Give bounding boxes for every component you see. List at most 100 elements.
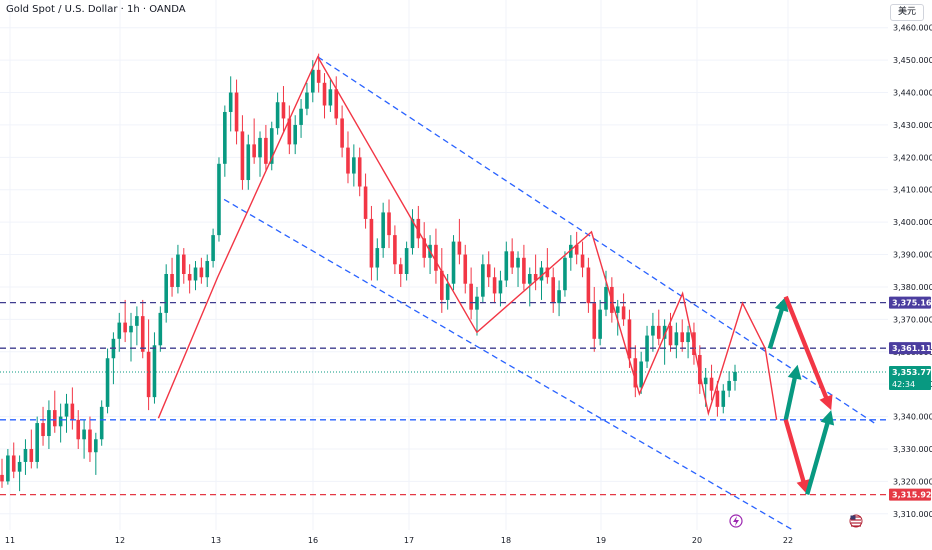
- candle-body: [82, 429, 86, 440]
- candle-body: [416, 218, 421, 239]
- candle-body: [551, 277, 556, 304]
- candle-body: [334, 89, 339, 119]
- candle-body: [451, 241, 456, 284]
- candle-body: [398, 264, 403, 274]
- candle-body: [357, 157, 362, 187]
- candle-body: [557, 290, 561, 304]
- current-price-tag: 3,353.770: [892, 368, 932, 377]
- us-flag-canton: [850, 515, 856, 520]
- y-tick-label: 3,430.000: [893, 121, 932, 130]
- candle-body: [522, 257, 526, 284]
- candle-body: [305, 92, 309, 109]
- candle-body: [498, 280, 503, 294]
- zigzag-pattern-line: [157, 55, 778, 420]
- candle-body: [105, 358, 110, 407]
- candle-body: [223, 111, 227, 164]
- candle-body: [645, 335, 649, 362]
- candle-body: [258, 137, 262, 158]
- candle-body: [492, 277, 497, 294]
- candle-body: [140, 316, 145, 352]
- candle-body: [533, 274, 538, 281]
- y-tick-label: 3,330.000: [893, 445, 932, 454]
- candle-body: [393, 235, 397, 265]
- candle-body: [633, 358, 638, 388]
- candle-body: [94, 439, 98, 453]
- candle-body: [422, 238, 427, 258]
- candle-body: [52, 410, 57, 427]
- candle-body: [703, 377, 708, 385]
- candle-body: [11, 455, 16, 472]
- price-tag-level-2-bg: [889, 342, 931, 355]
- candle-body: [680, 332, 685, 343]
- candle-body: [88, 429, 92, 453]
- candle-body: [346, 147, 350, 174]
- candle-body: [99, 406, 104, 440]
- candle-body: [709, 377, 714, 391]
- candle-body: [170, 274, 174, 287]
- candle-body: [457, 241, 462, 255]
- candle-body: [123, 322, 127, 333]
- y-tick-label: 3,450.000: [893, 56, 932, 65]
- candle-body: [316, 69, 321, 83]
- candle-body: [264, 137, 268, 164]
- candle-body: [352, 157, 356, 174]
- candle-body: [181, 254, 186, 274]
- candle-body: [246, 144, 251, 181]
- candle-body: [733, 371, 737, 381]
- price-tag-support: 3,315.927: [892, 491, 932, 500]
- candle-body: [481, 264, 485, 297]
- candle-body: [29, 448, 34, 462]
- y-tick-label: 3,310.000: [893, 510, 932, 519]
- candle-body: [621, 306, 626, 320]
- candle-body: [199, 267, 204, 278]
- candle-body: [269, 128, 274, 164]
- candle-body: [580, 254, 585, 268]
- forecast-arrow: [783, 295, 833, 411]
- candle-body: [615, 306, 620, 313]
- candle-body: [721, 390, 726, 407]
- x-tick-label: 16: [308, 536, 318, 545]
- current-price-tag-bg: [889, 365, 931, 390]
- candle-body: [240, 131, 245, 181]
- candle-body: [586, 267, 591, 304]
- x-tick-label: 19: [596, 536, 606, 545]
- candle-body: [252, 144, 256, 158]
- x-tick-label: 18: [501, 536, 511, 545]
- x-tick-label: 13: [211, 536, 221, 545]
- x-tick-label: 20: [692, 536, 702, 545]
- candle-body: [592, 303, 597, 339]
- candle-body: [539, 267, 544, 281]
- candle-body: [281, 102, 286, 119]
- price-tag-level-1: 3,375.165: [892, 299, 932, 308]
- candle-body: [70, 403, 75, 420]
- candle-body: [545, 267, 550, 278]
- candle-body: [164, 274, 168, 313]
- candle-body: [310, 69, 315, 93]
- candle-body: [328, 89, 333, 106]
- channel-line: [317, 56, 875, 424]
- y-tick-label: 3,410.000: [893, 186, 932, 195]
- candle-body: [211, 235, 215, 262]
- candle-body: [627, 319, 632, 359]
- y-tick-label: 3,390.000: [893, 251, 932, 260]
- candle-body: [469, 283, 473, 310]
- currency-button[interactable]: 美元: [890, 4, 924, 21]
- candle-body: [604, 286, 608, 310]
- candle-body: [35, 423, 39, 462]
- candle-body: [410, 218, 415, 249]
- candle-body: [299, 108, 303, 125]
- candle-body: [152, 345, 157, 398]
- candle-body: [662, 325, 667, 339]
- lightning-icon-glyph: [733, 516, 739, 526]
- candle-body: [158, 312, 163, 346]
- x-tick-label: 12: [115, 536, 125, 545]
- candle-body: [598, 309, 602, 339]
- candle-body: [651, 325, 655, 336]
- candle-body: [698, 355, 702, 385]
- y-tick-label: 3,460.000: [893, 24, 932, 33]
- candle-body: [445, 283, 450, 300]
- candle-body: [504, 251, 509, 281]
- y-tick-label: 3,380.000: [893, 283, 932, 292]
- candle-body: [76, 419, 81, 440]
